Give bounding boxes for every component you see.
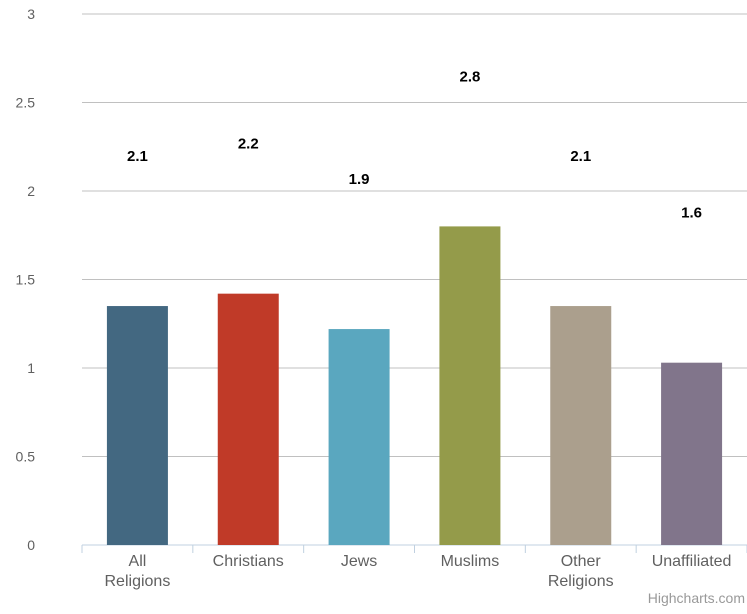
y-tick-label: 2.5	[16, 95, 36, 111]
data-label: 1.9	[349, 171, 370, 188]
x-tick-label: Jews	[341, 553, 377, 570]
x-tick-label: Muslims	[441, 553, 500, 570]
bar-other-religions[interactable]	[550, 306, 612, 545]
x-tick-label: All Religions	[105, 553, 171, 590]
y-tick-label: 1.5	[16, 272, 36, 288]
y-tick-label: 0	[27, 537, 35, 553]
x-tick-label: Christians	[213, 553, 284, 570]
y-tick-label: 2	[27, 183, 35, 199]
y-tick-label: 3	[27, 6, 35, 22]
y-tick-label: 1	[27, 360, 35, 376]
bar-muslims[interactable]	[439, 226, 501, 545]
data-label: 2.1	[570, 148, 591, 165]
data-label: 2.8	[459, 68, 480, 85]
bar-unaffiliated[interactable]	[661, 362, 723, 545]
bar-jews[interactable]	[328, 329, 390, 545]
data-label: 1.6	[681, 205, 702, 222]
data-label: 2.2	[238, 136, 259, 153]
data-label: 2.1	[127, 148, 148, 165]
x-tick-label: Other Religions	[548, 553, 614, 590]
highcharts-credit[interactable]: Highcharts.com	[647, 590, 745, 606]
bar-christians[interactable]	[217, 293, 279, 545]
bar-all-religions[interactable]	[106, 306, 168, 545]
x-tick-label: Unaffiliated	[652, 553, 732, 570]
y-tick-label: 0.5	[16, 449, 36, 465]
